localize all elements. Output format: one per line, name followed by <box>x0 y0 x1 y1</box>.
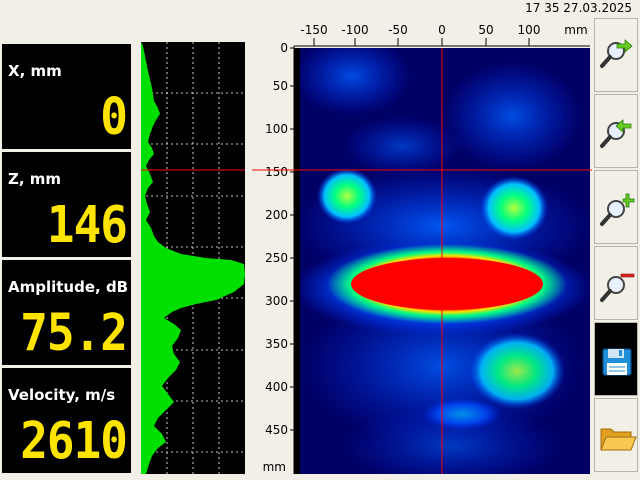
z-unit-label: mm <box>263 460 286 474</box>
z-tick-label: 450 <box>265 423 288 437</box>
readout-panel: X, mm 0 Z, mm 146 Amplitude, dB 75.2 Vel… <box>2 40 132 476</box>
readout-z-value: 146 <box>46 194 128 255</box>
readout-z-label: Z, mm <box>8 170 62 188</box>
b-scan-z-axis: 0 50 100 150 200 250 300 350 400 450 mm <box>263 41 288 474</box>
save-button[interactable] <box>594 322 638 396</box>
open-folder-button[interactable] <box>594 398 638 472</box>
zoom-minus-icon <box>600 273 635 302</box>
x-tick-label: -50 <box>388 23 408 37</box>
readout-x: X, mm 0 <box>2 44 131 149</box>
readout-x-value: 0 <box>100 86 128 147</box>
x-tick-label: 0 <box>438 23 446 37</box>
zoom-plus-button[interactable] <box>594 170 638 244</box>
z-tick-label: 400 <box>265 380 288 394</box>
x-tick-label: 100 <box>518 23 541 37</box>
status-bar: 17 35 27.03.2025 <box>0 0 640 16</box>
readout-amplitude-value: 75.2 <box>20 302 128 363</box>
open-folder-icon <box>600 428 637 451</box>
b-scan-z-ticks <box>290 47 294 431</box>
z-tick-label: 250 <box>265 251 288 265</box>
z-tick-label: 150 <box>265 165 288 179</box>
zoom-in-right-arrow-icon <box>600 39 633 68</box>
z-tick-label: 350 <box>265 337 288 351</box>
zoom-in-left-button[interactable] <box>594 94 638 168</box>
a-scan-panel[interactable] <box>136 16 248 476</box>
z-tick-label: 0 <box>280 41 288 55</box>
clock: 17 35 27.03.2025 <box>525 1 632 15</box>
z-tick-label: 200 <box>265 208 288 222</box>
readout-velocity: Velocity, m/s 2610 <box>2 368 131 473</box>
zoom-plus-icon <box>600 193 635 226</box>
zoom-minus-button[interactable] <box>594 246 638 320</box>
b-scan-x-axis: -150 -100 -50 0 50 100 mm <box>300 23 587 37</box>
readout-amplitude: Amplitude, dB 75.2 <box>2 260 131 365</box>
x-unit-label: mm <box>564 23 587 37</box>
zoom-in-right-button[interactable] <box>594 18 638 92</box>
x-tick-label: -100 <box>341 23 368 37</box>
z-tick-label: 300 <box>265 294 288 308</box>
readout-z: Z, mm 146 <box>2 152 131 257</box>
save-floppy-icon <box>602 348 632 376</box>
zoom-in-left-arrow-icon <box>600 119 632 148</box>
readout-amplitude-label: Amplitude, dB <box>8 278 129 296</box>
toolbar <box>594 16 640 480</box>
z-tick-label: 100 <box>265 122 288 136</box>
a-scan-trace <box>141 42 245 474</box>
readout-velocity-value: 2610 <box>20 410 128 471</box>
z-tick-label: 50 <box>273 79 288 93</box>
readout-x-label: X, mm <box>8 62 62 80</box>
x-tick-label: 50 <box>478 23 493 37</box>
b-scan-x-ticks <box>313 38 530 46</box>
readout-velocity-label: Velocity, m/s <box>8 386 116 404</box>
b-scan-panel[interactable]: -150 -100 -50 0 50 100 mm 0 50 100 150 2… <box>252 16 592 476</box>
x-tick-label: -150 <box>300 23 327 37</box>
